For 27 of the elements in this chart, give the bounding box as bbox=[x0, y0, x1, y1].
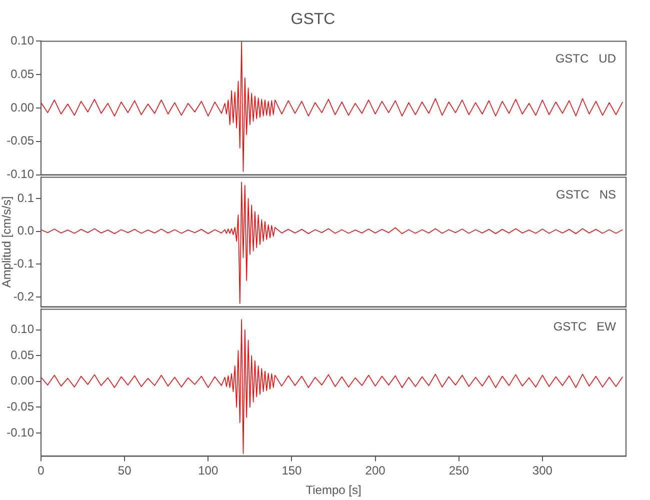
y-tick-label: 0.0 bbox=[17, 224, 34, 238]
y-tick-label: -0.1 bbox=[13, 256, 34, 270]
y-tick-label: -0.10 bbox=[6, 425, 34, 440]
y-tick-label: 0.00 bbox=[10, 100, 34, 114]
y-tick-label: 0.05 bbox=[10, 66, 34, 81]
y-axis-title: Amplitud [cm/s/s] bbox=[0, 196, 14, 288]
annotation: GSTC NS bbox=[556, 188, 616, 202]
annotation: GSTC EW bbox=[553, 320, 617, 334]
x-tick-label: 0 bbox=[38, 464, 45, 478]
y-tick-label: -0.10 bbox=[6, 167, 34, 182]
x-tick-label: 150 bbox=[282, 464, 302, 478]
y-tick-label: 0.10 bbox=[10, 322, 34, 336]
chart-title: GSTC bbox=[290, 11, 336, 28]
y-tick-label: 0.05 bbox=[10, 348, 34, 362]
y-tick-label: -0.05 bbox=[6, 400, 34, 414]
y-tick-label: -0.05 bbox=[6, 134, 34, 148]
x-tick-label: 50 bbox=[118, 464, 132, 478]
x-tick-label: 200 bbox=[365, 464, 386, 478]
x-tick-label: 250 bbox=[448, 464, 470, 478]
x-axis-title: Tiempo [s] bbox=[306, 483, 362, 498]
y-tick-label: 0.00 bbox=[10, 374, 34, 388]
y-tick-label: 0.1 bbox=[17, 190, 34, 205]
y-tick-label: -0.2 bbox=[13, 289, 34, 304]
annotation: GSTC UD bbox=[555, 52, 616, 66]
x-tick-label: 100 bbox=[198, 464, 218, 478]
x-tick-label: 300 bbox=[532, 464, 553, 478]
y-tick-label: 0.10 bbox=[10, 34, 34, 48]
